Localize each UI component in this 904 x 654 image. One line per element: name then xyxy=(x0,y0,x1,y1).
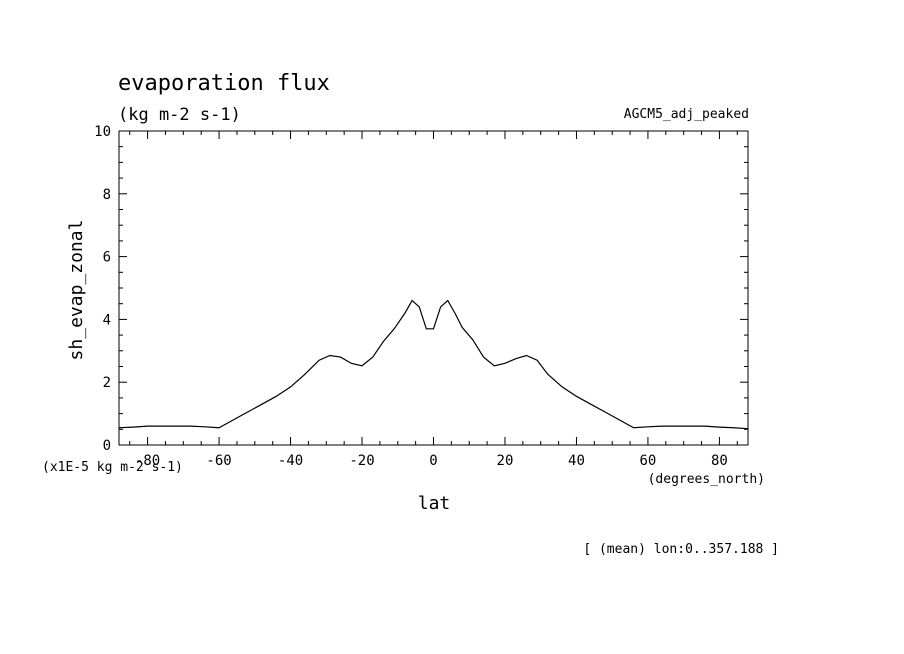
footnote: [ (mean) lon:0..357.188 ] xyxy=(583,542,779,557)
y-axis-ticks: 0 2 4 6 8 10 xyxy=(94,124,748,454)
x-units-label: (degrees_north) xyxy=(648,472,765,487)
x-axis-ticks: -80 -60 -40 -20 0 20 40 60 80 xyxy=(129,131,738,469)
y-tick-label: 4 xyxy=(103,312,111,328)
series-line xyxy=(118,299,749,430)
y-tick-label: 8 xyxy=(103,187,111,203)
x-tick-label: 0 xyxy=(429,453,437,469)
y-tick-label: 0 xyxy=(103,438,111,454)
chart-subtitle: (kg m-2 s-1) xyxy=(118,105,241,125)
chart-title: evaporation flux xyxy=(118,71,330,96)
y-tick-label: 2 xyxy=(103,375,111,391)
x-axis-label: lat xyxy=(418,493,451,514)
x-tick-label: 80 xyxy=(711,453,728,469)
y-scale-note: (x1E-5 kg m-2 s-1) xyxy=(42,460,183,475)
x-tick-label: 60 xyxy=(640,453,657,469)
x-tick-label: -80 xyxy=(135,453,160,469)
y-tick-label: 10 xyxy=(94,124,111,140)
x-tick-label: -20 xyxy=(349,453,374,469)
x-tick-label: -60 xyxy=(206,453,231,469)
y-tick-label: 6 xyxy=(103,250,111,266)
x-tick-label: -40 xyxy=(278,453,303,469)
dataset-label: AGCM5_adj_peaked xyxy=(624,107,749,122)
x-tick-label: 40 xyxy=(568,453,585,469)
plot-frame xyxy=(118,130,749,446)
x-tick-label: 20 xyxy=(497,453,514,469)
y-axis-label: sh_evap_zonal xyxy=(66,220,87,361)
